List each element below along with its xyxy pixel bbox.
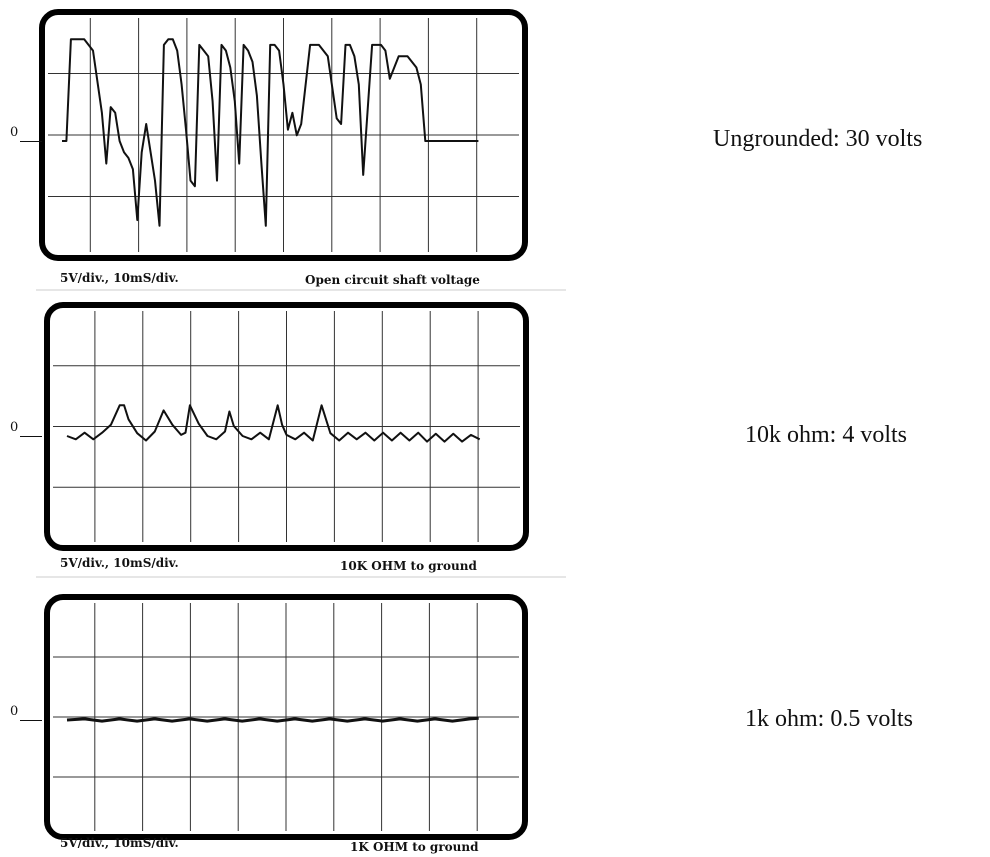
scope-screen-3 [44,594,528,840]
oscilloscope-trace-1 [39,9,528,261]
scope-panel-1: 0 5V/div., 10mS/div. Open circuit shaft … [0,0,600,290]
scope-frame [39,9,528,261]
result-label-1k: 1k ohm: 0.5 volts [745,706,914,732]
zero-tick-3 [20,720,42,721]
scale-caption-3: 5V/div., 10mS/div. [60,836,179,850]
zero-label-3: 0 [10,704,19,719]
result-label-10k: 10k ohm: 4 volts [745,422,908,448]
zero-tick-2 [20,436,42,437]
trace-caption-3: 1K OHM to ground [350,840,479,854]
result-label-ungrounded: Ungrounded: 30 volts [713,126,923,152]
trace-caption-2: 10K OHM to ground [340,559,477,573]
voltage-trace [66,404,481,443]
scale-caption-1: 5V/div., 10mS/div. [60,271,179,285]
oscilloscope-trace-3 [44,594,528,840]
scope-screen-1 [39,9,528,261]
panel-divider-1 [36,289,566,291]
voltage-trace [66,716,479,723]
panel-divider-2 [36,576,566,578]
zero-tick-1 [20,141,42,142]
scope-panel-3: 0 5V/div., 10mS/div. 1K OHM to ground [0,578,600,857]
scope-frame [44,594,528,840]
zero-label-1: 0 [10,125,19,140]
oscilloscope-trace-2 [44,302,529,551]
zero-label-2: 0 [10,420,19,435]
scope-frame [44,302,529,551]
scale-caption-2: 5V/div., 10mS/div. [60,556,179,570]
voltage-trace [62,38,479,227]
scope-screen-2 [44,302,529,551]
trace-caption-1: Open circuit shaft voltage [305,273,480,287]
scope-panel-2: 0 5V/div., 10mS/div. 10K OHM to ground [0,290,600,578]
